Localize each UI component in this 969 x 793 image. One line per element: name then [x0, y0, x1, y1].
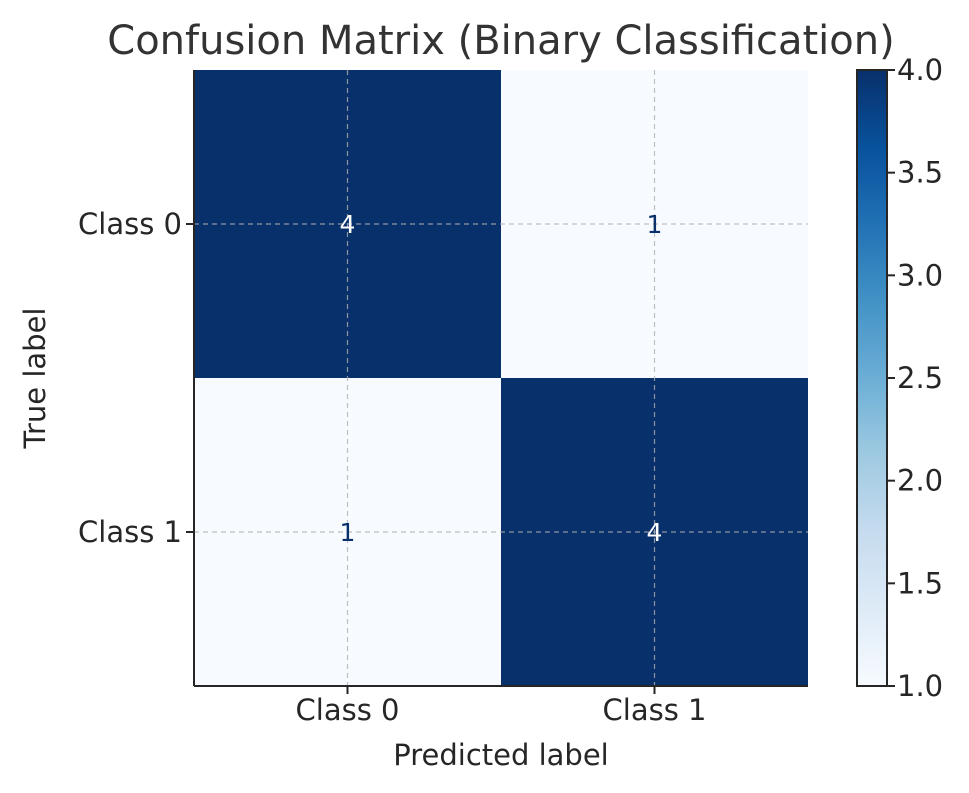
x-tick-label: Class 1	[603, 693, 707, 727]
y-axis-label: True label	[18, 308, 52, 450]
y-tick-label: Class 1	[78, 515, 182, 549]
cell-value-label: 1	[647, 210, 663, 239]
y-axis-ticks: Class 0 Class 1	[78, 207, 194, 549]
cell-value-label: 4	[647, 518, 663, 547]
cell-value-label: 1	[340, 518, 356, 547]
cell-value-label: 4	[340, 210, 356, 239]
colorbar-tick-label: 2.5	[897, 361, 943, 395]
colorbar-gradient	[856, 69, 888, 687]
colorbar-tick-label: 3.5	[897, 156, 943, 190]
colorbar: 1.0 1.5 2.0 2.5 3.0 3.5 4.0	[856, 53, 943, 703]
x-axis-ticks: Class 0 Class 1	[296, 686, 707, 727]
colorbar-tick-label: 1.0	[897, 669, 943, 703]
colorbar-ticks: 1.0 1.5 2.0 2.5 3.0 3.5 4.0	[887, 53, 943, 703]
colorbar-tick-label: 2.0	[897, 464, 943, 498]
y-tick-label: Class 0	[78, 207, 182, 241]
cell-value-labels: 4 1 1 4	[340, 210, 663, 547]
chart-title: Confusion Matrix (Binary Classification)	[107, 18, 894, 64]
colorbar-tick-label: 4.0	[897, 53, 943, 87]
plot-axes	[193, 70, 808, 687]
x-axis-label: Predicted label	[393, 738, 609, 772]
grid-lines	[194, 70, 808, 686]
colorbar-tick-label: 3.0	[897, 258, 943, 292]
heatmap-cells	[194, 70, 808, 686]
x-tick-label: Class 0	[296, 693, 400, 727]
colorbar-tick-label: 1.5	[897, 566, 943, 600]
